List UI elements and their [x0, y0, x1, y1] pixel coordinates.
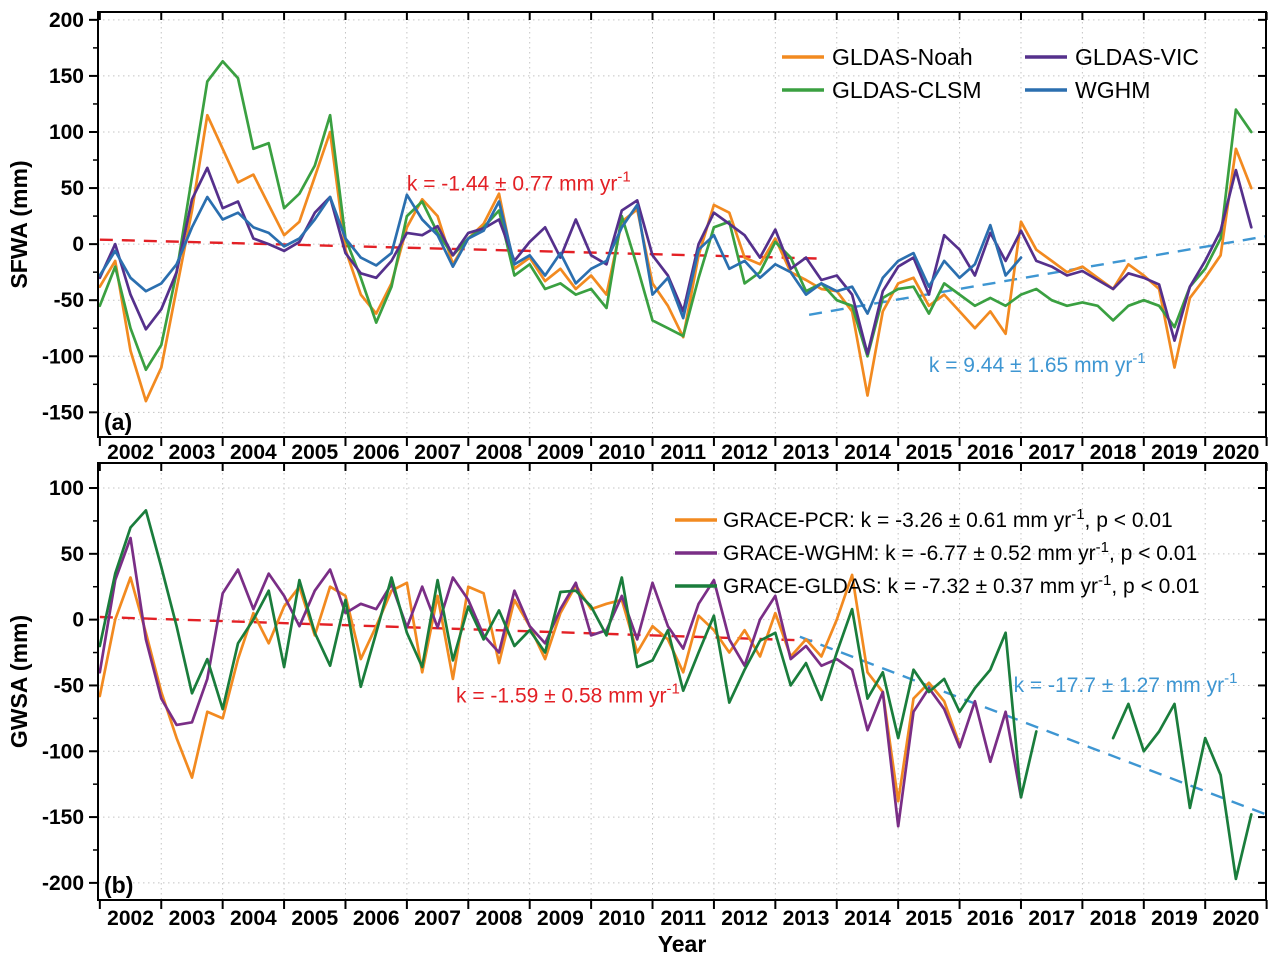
svg-text:2005: 2005 — [291, 907, 338, 930]
svg-text:2012: 2012 — [721, 441, 768, 464]
trend-annotation: k = -1.59 ± 0.58 mm yr-1 — [456, 681, 680, 708]
svg-text:2020: 2020 — [1213, 441, 1260, 464]
series-gldas-clsm — [98, 59, 1253, 372]
plot-frame — [97, 11, 1267, 438]
svg-text:2015: 2015 — [906, 907, 953, 930]
svg-text:2012: 2012 — [721, 907, 768, 930]
series-grace-wghm — [98, 536, 1023, 828]
legend-label: GRACE-WGHM: k = -6.77 ± 0.52 mm yr-1, p … — [723, 539, 1197, 565]
svg-text:2020: 2020 — [1213, 907, 1260, 930]
svg-text:50: 50 — [61, 543, 84, 566]
svg-text:2014: 2014 — [844, 907, 891, 930]
svg-text:-100: -100 — [42, 345, 84, 368]
svg-text:2002: 2002 — [107, 907, 154, 930]
svg-text:2007: 2007 — [414, 441, 461, 464]
svg-text:2019: 2019 — [1151, 441, 1198, 464]
svg-text:-100: -100 — [42, 740, 84, 763]
axis-ticks — [89, 463, 1268, 909]
svg-text:2015: 2015 — [906, 441, 953, 464]
legend: GRACE-PCR: k = -3.26 ± 0.61 mm yr-1, p <… — [675, 506, 1200, 598]
trend-annotation: k = 9.44 ± 1.65 mm yr-1 — [929, 350, 1146, 377]
svg-text:100: 100 — [49, 477, 84, 500]
series-wghm — [98, 193, 1023, 320]
svg-text:2003: 2003 — [169, 907, 216, 930]
svg-text:2014: 2014 — [844, 441, 891, 464]
svg-text:0: 0 — [72, 609, 84, 632]
trend-annotation: k = -1.44 ± 0.77 mm yr-1 — [407, 168, 631, 195]
svg-text:-50: -50 — [54, 674, 84, 697]
gridlines — [98, 12, 1266, 437]
svg-text:150: 150 — [49, 65, 84, 88]
svg-text:-200: -200 — [42, 872, 84, 895]
legend-label: GRACE-GLDAS: k = -7.32 ± 0.37 mm yr-1, p… — [723, 572, 1200, 598]
axis-ticks — [89, 12, 1268, 446]
series-gldas-noah — [98, 113, 1253, 403]
svg-text:2005: 2005 — [291, 441, 338, 464]
svg-text:50: 50 — [61, 177, 84, 200]
svg-text:2006: 2006 — [353, 907, 400, 930]
svg-text:2007: 2007 — [414, 907, 461, 930]
svg-text:2011: 2011 — [660, 441, 706, 464]
svg-text:-150: -150 — [42, 401, 84, 424]
plot-frame — [97, 462, 1267, 901]
legend-label: GLDAS-CLSM — [832, 77, 982, 103]
legend-label: GLDAS-Noah — [832, 44, 973, 70]
series-grace-gldas — [98, 509, 1253, 881]
x-tick-labels: 2002 2003 2004 2005 2006 2007 2008 2009 2010 2011… — [107, 907, 1259, 930]
y-axis-title: GWSA (mm) — [6, 615, 32, 748]
svg-text:2002: 2002 — [107, 441, 154, 464]
panel-letter: (b) — [104, 872, 133, 898]
panel-letter: (a) — [104, 409, 132, 435]
svg-text:2011: 2011 — [660, 907, 706, 930]
svg-text:2017: 2017 — [1028, 907, 1075, 930]
svg-text:2009: 2009 — [537, 907, 584, 930]
x-axis-title: Year — [658, 931, 707, 957]
svg-text:100: 100 — [49, 121, 84, 144]
y-axis-title: SFWA (mm) — [6, 160, 32, 288]
panel-b: 2002 2003 2004 2005 2006 2007 2008 2009 2010 2011… — [6, 462, 1268, 930]
svg-text:2016: 2016 — [967, 907, 1014, 930]
svg-text:200: 200 — [49, 9, 84, 32]
svg-text:0: 0 — [72, 233, 84, 256]
svg-text:2004: 2004 — [230, 441, 277, 464]
svg-text:2010: 2010 — [598, 441, 645, 464]
svg-text:2016: 2016 — [967, 441, 1014, 464]
svg-text:2010: 2010 — [598, 907, 645, 930]
legend-label: WGHM — [1075, 77, 1150, 103]
legend: GLDAS-Noah GLDAS-CLSM GLDAS-VIC WGHM — [782, 44, 1199, 103]
legend-label: GLDAS-VIC — [1075, 44, 1199, 70]
series-gldas-vic — [98, 166, 1253, 356]
svg-text:2013: 2013 — [783, 907, 830, 930]
svg-text:2018: 2018 — [1090, 907, 1137, 930]
svg-text:2017: 2017 — [1028, 441, 1075, 464]
svg-text:2009: 2009 — [537, 441, 584, 464]
trend-annotation: k = -17.7 ± 1.27 mm yr-1 — [1014, 670, 1238, 697]
svg-text:2019: 2019 — [1151, 907, 1198, 930]
y-tick-labels: -200 -150 -100 -50 0 50 100 — [42, 477, 84, 895]
legend-label: GRACE-PCR: k = -3.26 ± 0.61 mm yr-1, p <… — [723, 506, 1173, 532]
svg-text:2013: 2013 — [783, 441, 830, 464]
svg-text:2008: 2008 — [476, 441, 523, 464]
svg-text:2004: 2004 — [230, 907, 277, 930]
y-tick-labels: -150 -100 -50 0 50 100 150 200 — [42, 9, 84, 424]
svg-text:-50: -50 — [54, 289, 84, 312]
svg-text:2008: 2008 — [476, 907, 523, 930]
svg-text:-150: -150 — [42, 806, 84, 829]
panel-a: 2002 2003 2004 2005 2006 2007 2008 2009 2010 2011… — [6, 9, 1268, 464]
svg-text:2006: 2006 — [353, 441, 400, 464]
x-tick-labels: 2002 2003 2004 2005 2006 2007 2008 2009 2010 2011… — [107, 441, 1259, 464]
svg-text:2003: 2003 — [169, 441, 216, 464]
svg-text:2018: 2018 — [1090, 441, 1137, 464]
